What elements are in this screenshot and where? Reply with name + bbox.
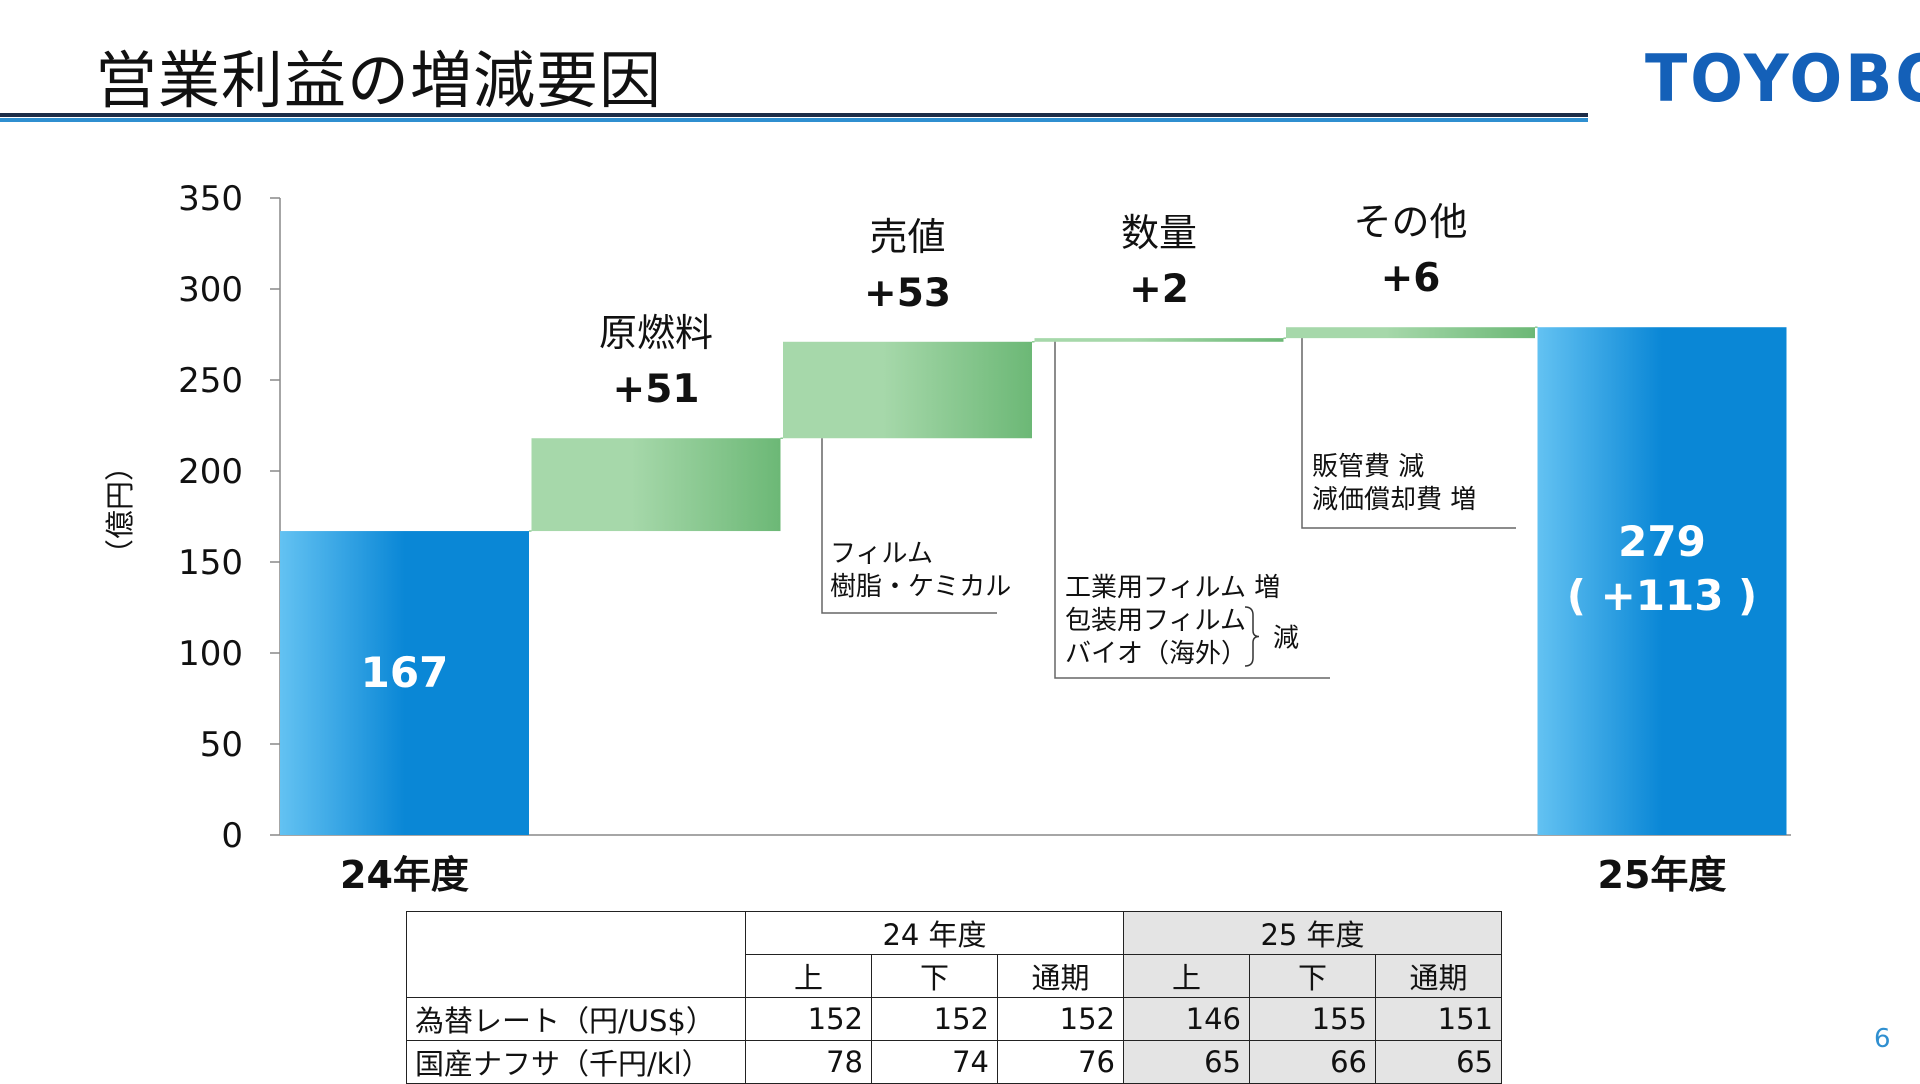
table-cell: 151: [1375, 997, 1502, 1041]
table-corner-cell: [406, 954, 746, 998]
title-underline: [0, 113, 1588, 117]
subheader-cell: 下: [871, 954, 998, 998]
waterfall-chart: 0 50 100 150 200 250 300 350 （億円） 167 24年度 +51 原燃料 +…: [103, 179, 1791, 897]
y-tick-label: 100: [178, 634, 243, 674]
delta-bar: [783, 341, 1032, 439]
delta-value-label: +6: [1381, 256, 1441, 301]
y-tick-label: 50: [200, 725, 243, 765]
subheader-cell: 上: [745, 954, 872, 998]
table-cell: 155: [1249, 997, 1376, 1041]
title-underline-accent: [0, 118, 1588, 122]
table-cell: 65: [1375, 1040, 1502, 1084]
table-row: 為替レート（円/US$） 152 152 152 146 155 151: [406, 997, 1502, 1041]
table-cell: 152: [997, 997, 1124, 1041]
total-bar: [1537, 327, 1787, 835]
delta-value-label: +2: [1129, 267, 1189, 312]
callout-bracket: [1244, 606, 1260, 667]
y-tick-label: 250: [178, 361, 243, 401]
table-cell: 146: [1123, 997, 1250, 1041]
delta-category-label: 原燃料: [599, 311, 713, 355]
toyobo-logo: TOYOBO: [1645, 40, 1920, 117]
subheader-cell: 通期: [997, 954, 1124, 998]
table-subheader-row: 上 下 通期 上 下 通期: [406, 954, 1502, 998]
delta-category-label: 数量: [1121, 211, 1197, 255]
total-change-label: ( +113 ): [1567, 571, 1758, 620]
table-cell: 78: [745, 1040, 872, 1084]
delta-bar: [531, 438, 781, 532]
callout-text: 減価償却費 増: [1312, 485, 1476, 515]
delta-value-label: +51: [613, 367, 700, 412]
x-category-label: 25年度: [1598, 853, 1727, 897]
table-corner-cell: [406, 911, 746, 955]
callout-text: 包装用フィルム: [1065, 606, 1246, 636]
page-title: 営業利益の増減要因: [95, 44, 663, 117]
y-tick-label: 200: [178, 452, 243, 492]
table-cell: 65: [1123, 1040, 1250, 1084]
x-category-label: 24年度: [340, 853, 469, 897]
total-value-label: 167: [361, 648, 449, 697]
table-cell: 74: [871, 1040, 998, 1084]
group-header-fy24: 24 年度: [745, 911, 1124, 955]
callout-leader: [1054, 341, 1330, 679]
total-bar: [280, 531, 529, 835]
table-cell: 76: [997, 1040, 1124, 1084]
group-header-fy25: 25 年度: [1123, 911, 1502, 955]
callout-text: 販管費 減: [1312, 452, 1424, 482]
fx-naphtha-table: 24 年度 25 年度 上 下 通期 上 下 通期 為替レート（円/US$） 1…: [406, 911, 1502, 1084]
callout-leader: [821, 438, 997, 614]
table-cell: 152: [745, 997, 872, 1041]
y-tick-label: 350: [178, 179, 243, 219]
y-tick-label: 150: [178, 543, 243, 583]
delta-category-label: その他: [1353, 200, 1467, 244]
table-header-row: 24 年度 25 年度: [406, 911, 1502, 955]
delta-value-label: +53: [864, 271, 951, 316]
page-number: 6: [1874, 1024, 1891, 1054]
callout-bracket-label: 減: [1273, 624, 1299, 654]
row-label: 為替レート（円/US$）: [406, 997, 746, 1041]
callout-leader: [1301, 338, 1516, 529]
callout-text: 工業用フィルム 増: [1065, 573, 1280, 603]
row-label: 国産ナフサ（千円/kl）: [406, 1040, 746, 1084]
table-cell: 152: [871, 997, 998, 1041]
y-tick-label: 0: [221, 816, 243, 856]
table-row: 国産ナフサ（千円/kl） 78 74 76 65 66 65: [406, 1040, 1502, 1084]
callout-text: フィルム: [830, 539, 933, 569]
subheader-cell: 通期: [1375, 954, 1502, 998]
y-tick-label: 300: [178, 270, 243, 310]
delta-bar: [1286, 327, 1535, 339]
callout-text: バイオ（海外）: [1065, 639, 1247, 669]
subheader-cell: 上: [1123, 954, 1250, 998]
y-axis-label: （億円）: [103, 452, 137, 568]
delta-category-label: 売値: [869, 215, 945, 259]
delta-bar: [1034, 338, 1284, 342]
table-cell: 66: [1249, 1040, 1376, 1084]
subheader-cell: 下: [1249, 954, 1376, 998]
total-value-label: 279: [1618, 517, 1706, 566]
callout-text: 樹脂・ケミカル: [830, 572, 1011, 602]
